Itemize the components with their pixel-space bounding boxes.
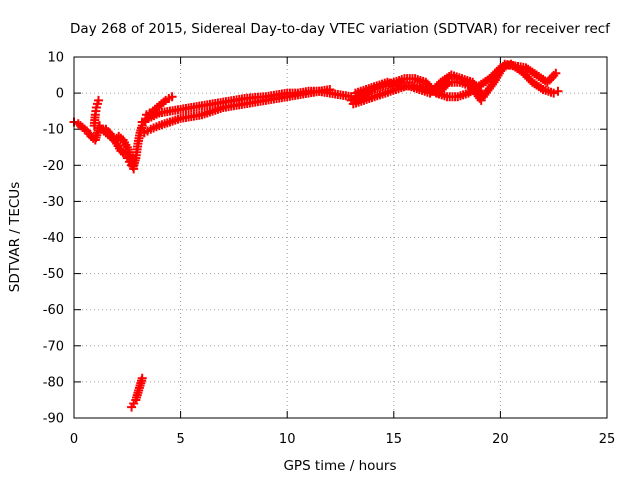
y-tick-label: -20 [43,159,64,174]
y-tick-label: -90 [43,412,64,427]
data-point [91,103,101,113]
data-marks [69,59,563,412]
data-point [94,95,104,105]
x-tick-label: 5 [176,432,184,447]
y-tick-label: 0 [56,87,64,102]
tick-labels: 10 0 -10 -20 -30 -40 -50 -60 -70 -80 -90 0 5 10 15 20 25 [43,51,616,448]
x-tick-label: 25 [599,432,616,447]
x-tick-label: 20 [492,432,509,447]
plot-frame [73,56,608,419]
data-point [325,84,335,94]
grid-lines [74,57,607,418]
x-tick-label: 0 [70,432,78,447]
y-tick-label: 10 [47,51,64,66]
y-tick-label: -70 [43,339,64,354]
data-point [92,99,102,109]
y-tick-label: -40 [43,231,64,246]
y-axis-label: SDTVAR / TECUs [7,182,23,292]
y-tick-label: -50 [43,267,64,282]
x-tick-label: 10 [279,432,296,447]
data-point [137,373,147,383]
data-point [553,86,563,96]
x-tick-label: 15 [386,432,403,447]
data-point [551,68,561,78]
x-axis-label: GPS time / hours [283,458,396,474]
y-tick-label: -30 [43,195,64,210]
data-point [476,95,486,105]
chart-title: Day 268 of 2015, Sidereal Day-to-day VTE… [70,21,611,37]
data-point [167,92,177,102]
y-tick-label: -10 [43,123,64,138]
y-tick-label: -60 [43,303,64,318]
y-tick-label: -80 [43,375,64,390]
